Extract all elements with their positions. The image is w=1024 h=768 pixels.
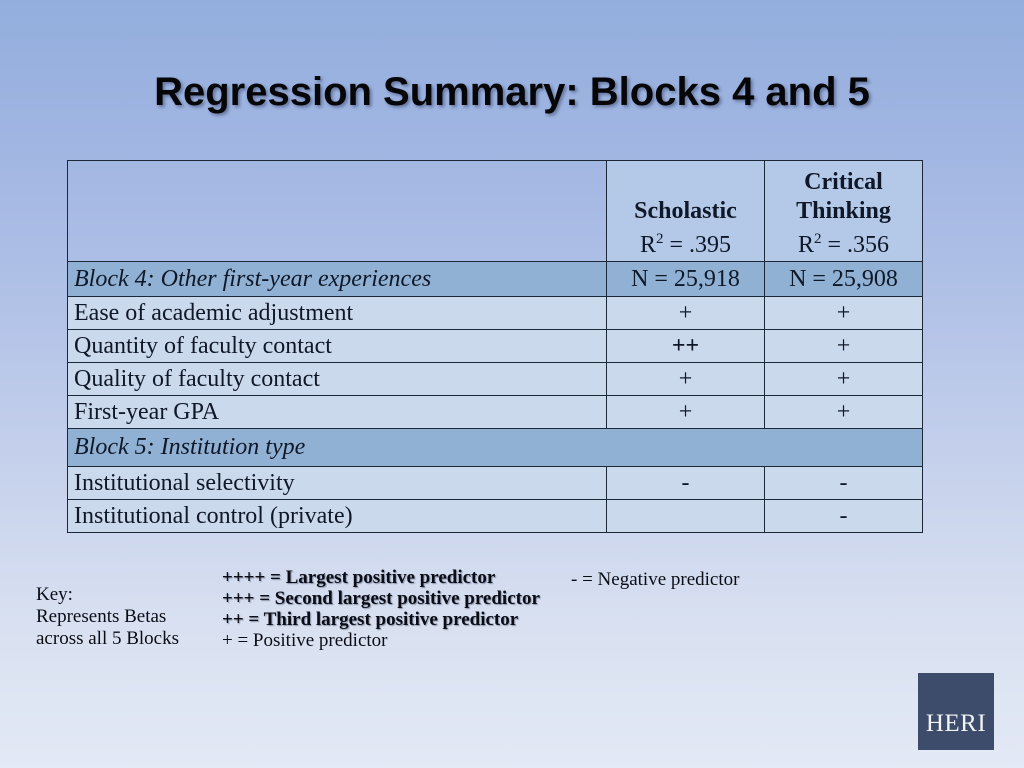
key-note: Key: Represents Betas across all 5 Block…: [36, 584, 179, 650]
legend-negative-predictor: - = Negative predictor: [571, 569, 740, 590]
table-row: Institutional control (private) -: [67, 499, 923, 533]
critical-thinking-value: +: [764, 296, 923, 330]
table-header-row: Scholastic R2 = .395 Critical Thinking R…: [67, 160, 923, 262]
column-title: Critical Thinking: [796, 169, 891, 225]
scholastic-value: -: [606, 466, 765, 500]
legend-line: +++ = Second largest positive predictor: [222, 588, 540, 609]
scholastic-value: ++: [606, 329, 765, 363]
legend-positive-predictors: ++++ = Largest positive predictor +++ = …: [222, 567, 540, 651]
table-row: Quality of faculty contact + +: [67, 362, 923, 396]
critical-thinking-value: +: [764, 362, 923, 396]
key-note-line: Represents Betas: [36, 606, 167, 627]
legend-line: + = Positive predictor: [222, 630, 388, 651]
scholastic-value: [606, 499, 765, 533]
critical-thinking-value: -: [764, 499, 923, 533]
column-header-critical-thinking: Critical Thinking R2 = .356: [764, 160, 923, 262]
r-squared-value: R2 = .395: [639, 230, 732, 258]
table-row: First-year GPA + +: [67, 395, 923, 429]
regression-summary-table: Scholastic R2 = .395 Critical Thinking R…: [67, 160, 923, 533]
row-label: First-year GPA: [67, 395, 607, 429]
row-label: Institutional selectivity: [67, 466, 607, 500]
table-row: Institutional selectivity - -: [67, 466, 923, 500]
r-squared-value: R2 = .356: [797, 230, 890, 258]
table-row: Ease of academic adjustment + +: [67, 296, 923, 330]
scholastic-value: +: [606, 395, 765, 429]
key-note-line: Key:: [36, 584, 73, 605]
legend-line: ++++ = Largest positive predictor: [222, 567, 496, 588]
heri-logo: HERI: [918, 673, 994, 750]
table-row-block5-header: Block 5: Institution type: [67, 428, 923, 467]
column-title: Scholastic: [634, 198, 737, 225]
key-note-line: across all 5 Blocks: [36, 628, 180, 649]
table-row-block4-header: Block 4: Other first-year experiences N …: [67, 261, 923, 297]
row-label: Block 5: Institution type: [67, 428, 923, 467]
scholastic-value: +: [606, 296, 765, 330]
heri-logo-text: HERI: [925, 710, 987, 737]
row-label: Institutional control (private): [67, 499, 607, 533]
critical-thinking-value: +: [764, 395, 923, 429]
scholastic-value: +: [606, 362, 765, 396]
row-label: Ease of academic adjustment: [67, 296, 607, 330]
critical-thinking-n-value: N = 25,908: [764, 261, 923, 297]
column-header-scholastic: Scholastic R2 = .395: [606, 160, 765, 262]
critical-thinking-value: +: [764, 329, 923, 363]
row-label: Quantity of faculty contact: [67, 329, 607, 363]
slide-title: Regression Summary: Blocks 4 and 5: [154, 70, 870, 114]
row-label: Quality of faculty contact: [67, 362, 607, 396]
blank-corner-cell: [67, 160, 607, 262]
legend-line: ++ = Third largest positive predictor: [222, 609, 519, 630]
critical-thinking-value: -: [764, 466, 923, 500]
table-row: Quantity of faculty contact ++ +: [67, 329, 923, 363]
row-label: Block 4: Other first-year experiences: [67, 261, 607, 297]
scholastic-n-value: N = 25,918: [606, 261, 765, 297]
